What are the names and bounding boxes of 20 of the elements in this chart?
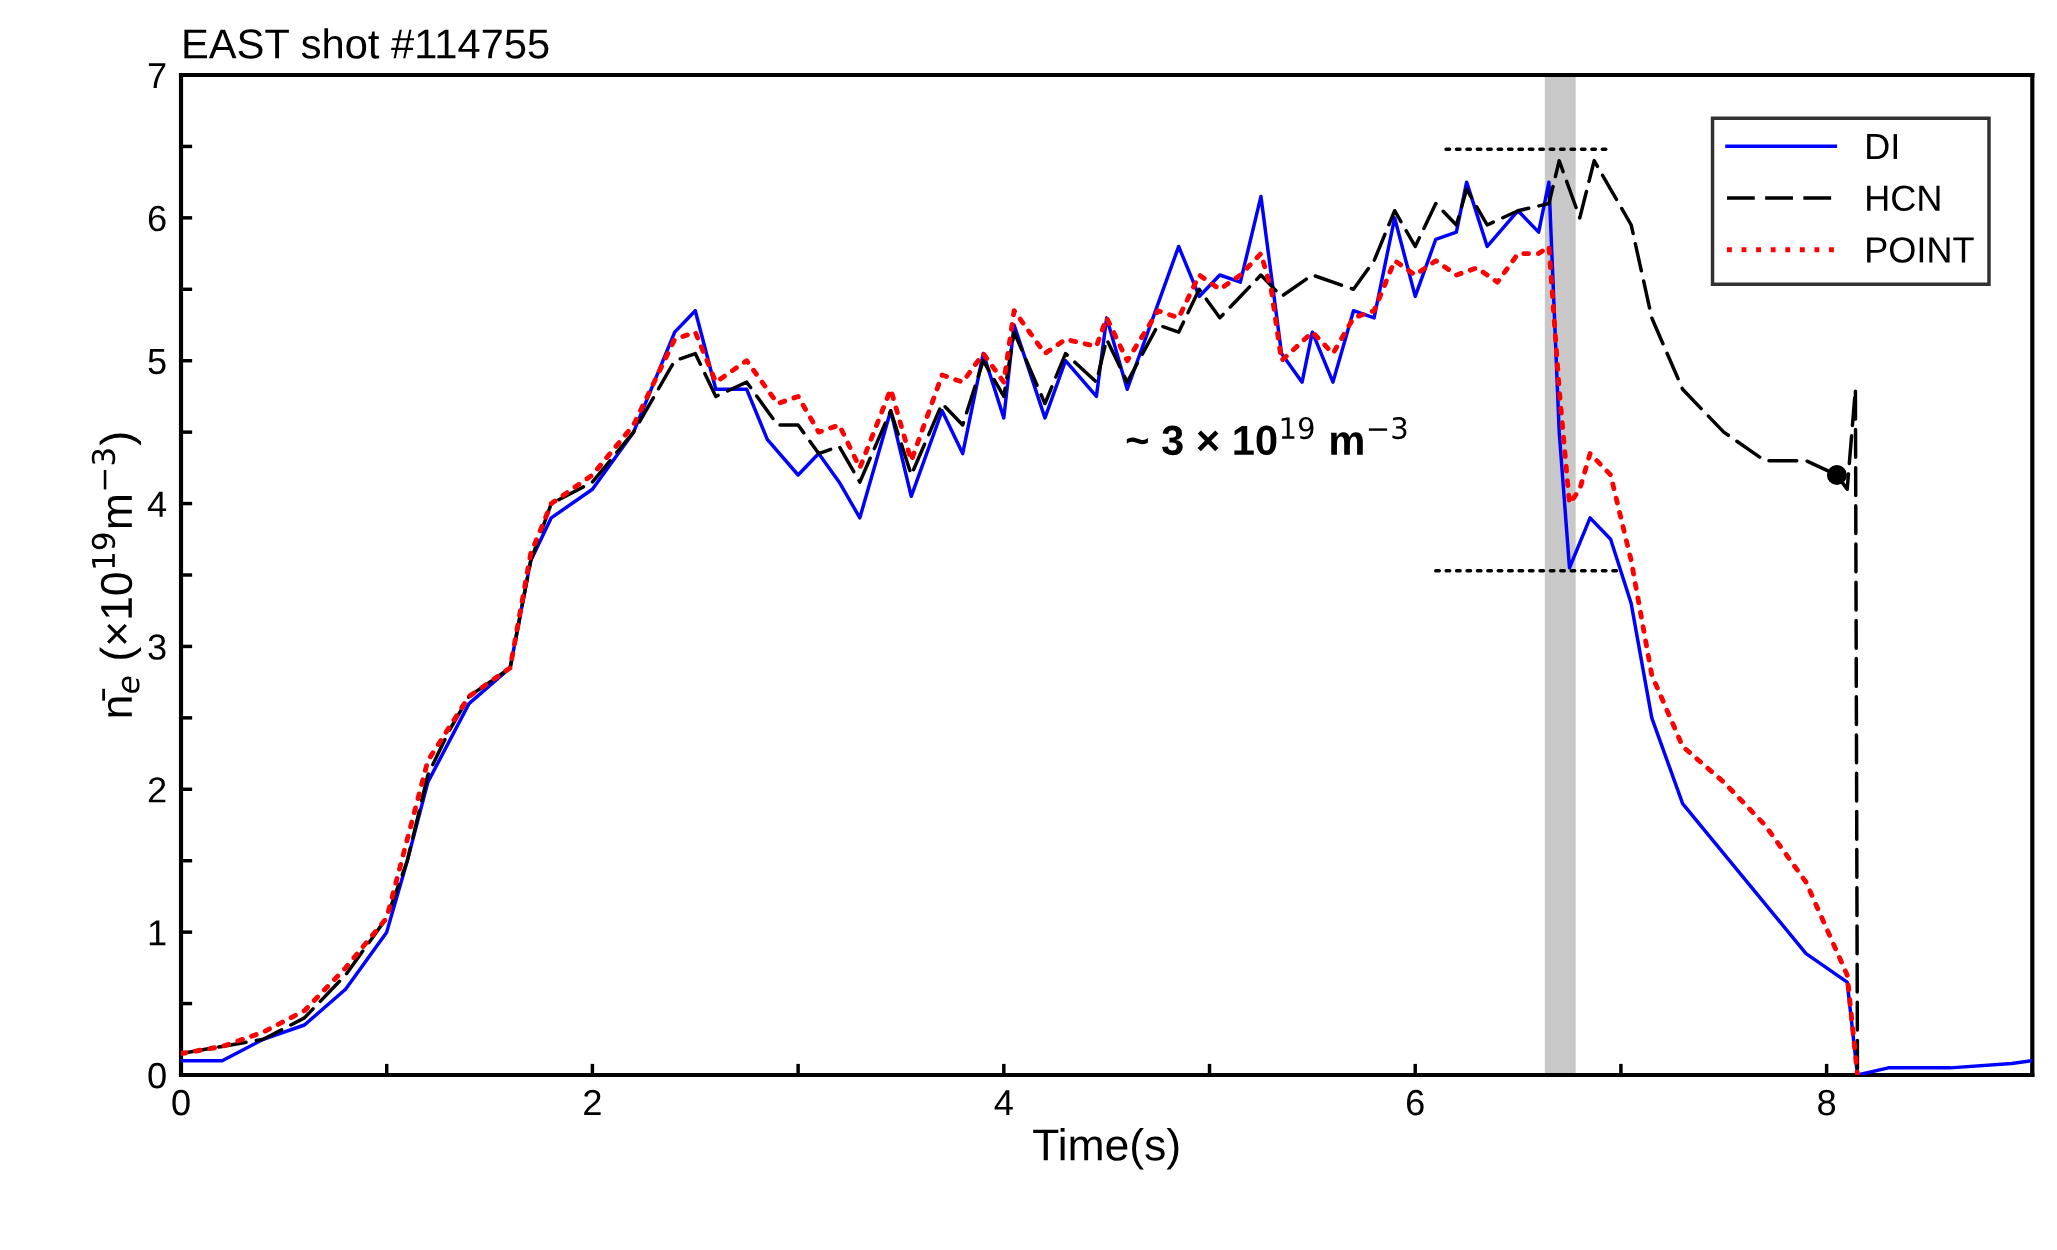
y-tick-label: 1 <box>149 920 166 946</box>
y-tick-label: 0 <box>148 1062 166 1089</box>
y-tick-label: 3 <box>148 634 166 660</box>
x-tick-label: 4 <box>994 1090 1013 1116</box>
legend-label: HCN <box>1867 185 1940 212</box>
annotation: ~ 3 × 10$^{19}$ m$^{−3}$ <box>1126 417 1407 456</box>
x-tick-label: 6 <box>1407 1089 1424 1116</box>
y-tick-label: 4 <box>147 491 167 517</box>
x-axis-title: Time(s) <box>1033 1128 1179 1170</box>
y-axis-title: n̄$_{e}$ (×10$^{19}$m$^{−3}$) <box>91 433 142 717</box>
y-tick-label: 7 <box>148 63 166 89</box>
legend-label: POINT <box>1867 237 1974 263</box>
x-tick-label: 2 <box>584 1089 601 1116</box>
x-tick-label: 0 <box>172 1089 190 1116</box>
x-tick-label: 8 <box>1818 1089 1836 1116</box>
y-tick-label: 5 <box>148 348 166 375</box>
chart-title: EAST shot #114755 <box>184 28 549 59</box>
y-tick-label: 6 <box>148 205 166 232</box>
legend-label: DI <box>1867 134 1897 159</box>
y-tick-label: 2 <box>148 777 166 803</box>
